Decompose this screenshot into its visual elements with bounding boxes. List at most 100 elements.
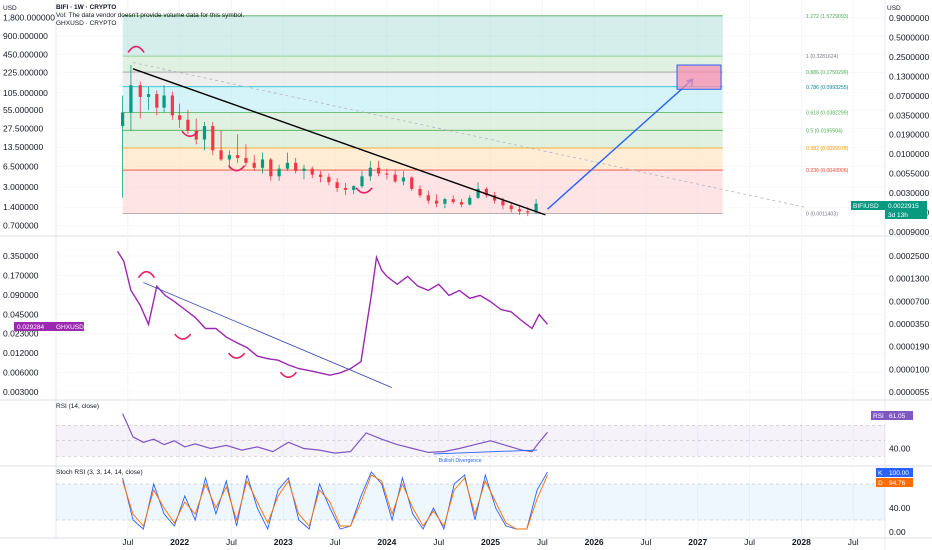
candle-body: [451, 199, 455, 203]
fib-zone-7: [122, 170, 723, 214]
stoch-rsi-indicator: [56, 471, 885, 531]
price-axis-label-right: 0.9000000: [889, 13, 929, 23]
ghx-value-tag: 0.029284 GHXUSD: [14, 322, 84, 331]
stoch-k-letter: K: [878, 470, 883, 477]
candle-body: [194, 130, 198, 140]
price-axis-label-right: 0.0030000: [889, 188, 929, 198]
fib-level-label: 1 (0.3281624): [806, 54, 839, 60]
rsi-title[interactable]: RSI (14, close): [56, 403, 99, 410]
ghx-axis-label-right: 0.0000100: [889, 364, 929, 374]
candle-body: [418, 188, 422, 196]
candle-body: [302, 168, 306, 171]
time-tick-label: 2027: [688, 537, 707, 547]
time-tick-label: Jul: [122, 537, 133, 547]
candle-body: [468, 197, 472, 205]
fib-zone-1: [122, 56, 723, 73]
stoch-axis-label: 0.00: [889, 527, 906, 537]
price-axis-label-left: 900.000000: [3, 31, 48, 41]
candle-body: [484, 188, 488, 196]
volume-note: Vol: The data vendor doesn't provide vol…: [56, 12, 244, 19]
price-axis-label-left: 1.400000: [3, 202, 39, 212]
ghx-axis-label-left: 0.090000: [3, 290, 39, 300]
rsi-value-tag: RSI 61.05: [871, 411, 913, 420]
candle-body: [244, 157, 248, 163]
fib-level-label: 0.5 (0.0195504): [806, 128, 843, 134]
candle-body: [526, 211, 530, 213]
candle-body: [294, 162, 298, 171]
candle-body: [170, 95, 174, 116]
time-tick-label: Jul: [744, 537, 755, 547]
fib-level-label: 0 (0.0011403): [806, 212, 838, 218]
candle-body: [310, 168, 314, 175]
candle-body: [360, 176, 364, 187]
candle-body: [509, 205, 513, 210]
rsi-tag-label: RSI: [873, 413, 884, 420]
symbol-title[interactable]: BIFI · 1W · CRYPTO: [56, 4, 116, 11]
fib-level-label: 0.236 (0.0043006): [806, 168, 849, 174]
ghx-axis-label-right: 0.0000190: [889, 342, 929, 352]
candle-body: [162, 95, 166, 108]
price-tag: BIFIUSD 0.0022915 3d 13h: [851, 201, 927, 219]
fib-zone-5: [122, 130, 723, 148]
ghx-pivot-marker: [227, 352, 246, 359]
ghx-tag-value: 0.029284: [17, 324, 44, 331]
ghx-pivot-marker: [137, 270, 156, 279]
fib-zone-3: [122, 86, 723, 113]
time-tick-label: 2024: [377, 537, 396, 547]
price-axis-label-left: 55.000000: [3, 105, 43, 115]
candle-body: [476, 188, 480, 198]
ghx-axis-label-left: 0.023000: [3, 329, 39, 339]
ghx-axis-label-right: 0.0000055: [889, 387, 929, 397]
time-tick-label: 2022: [170, 537, 189, 547]
fib-zone-0: [122, 15, 723, 57]
fib-level-label: 0.886 (0.1750299): [806, 70, 849, 76]
compare-symbol-title[interactable]: GHXUSD · CRYPTO: [56, 20, 116, 27]
candle-body: [327, 176, 331, 183]
stoch-title[interactable]: Stoch RSI (3, 3, 14, 14, close): [56, 469, 143, 476]
stoch-value-tags: K 100.00 D 94.76: [876, 468, 913, 487]
ghx-axis-label-left: 0.350000: [3, 251, 39, 261]
price-axis-label-right: 0.2500000: [889, 52, 929, 62]
rsi-divergence-line: [433, 449, 538, 455]
stoch-k-value: 100.00: [889, 470, 909, 477]
candle-body: [335, 182, 339, 188]
price-axis-label-left: 3.000000: [3, 182, 39, 192]
candle-body: [260, 159, 265, 168]
candle-body: [285, 162, 289, 169]
candle-body: [121, 112, 125, 127]
stoch-d-letter: D: [878, 480, 883, 487]
rsi-tag-value: 61.05: [889, 413, 906, 420]
bullish-divergence-label: Bullish Divergence: [439, 458, 482, 464]
time-tick-label: Jul: [641, 537, 652, 547]
price-pivot-marker: [127, 45, 145, 53]
candle-body: [269, 159, 273, 177]
time-tick-label: Jul: [226, 537, 237, 547]
stoch-d-value: 94.76: [889, 480, 906, 487]
time-tick-label: 2023: [274, 537, 293, 547]
price-pivot-marker: [181, 130, 199, 138]
price-axis-label-right: 0.0055000: [889, 169, 929, 179]
fib-zone-4: [122, 112, 723, 131]
projection-arrow-line: [547, 78, 694, 210]
ghx-line: [116, 250, 549, 376]
candle-body: [155, 94, 159, 108]
price-axis-label-left: 27.500000: [3, 123, 43, 133]
time-tick-label: Jul: [848, 537, 859, 547]
fib-zone-6: [122, 147, 723, 171]
ghx-axis-label-left: 0.006000: [3, 368, 39, 378]
time-tick-label: Jul: [433, 537, 444, 547]
candle-body: [501, 200, 505, 206]
price-axis-label-left: 1,800.000000: [3, 13, 55, 23]
candle-body: [401, 177, 406, 182]
target-box: [676, 64, 722, 90]
time-tick-label: 2025: [481, 537, 500, 547]
stoch-axis-label: 40.00: [889, 503, 911, 513]
candle-body: [534, 203, 538, 213]
candle-body: [202, 126, 207, 140]
candle-body: [376, 167, 381, 174]
stoch-K-line: [122, 471, 548, 531]
price-axis-label-left: 6.500000: [3, 162, 39, 172]
rsi-line: [122, 413, 548, 454]
price-axis-label-right: 0.0350000: [889, 110, 929, 120]
ghx-axis-label-left: 0.003000: [3, 387, 39, 397]
